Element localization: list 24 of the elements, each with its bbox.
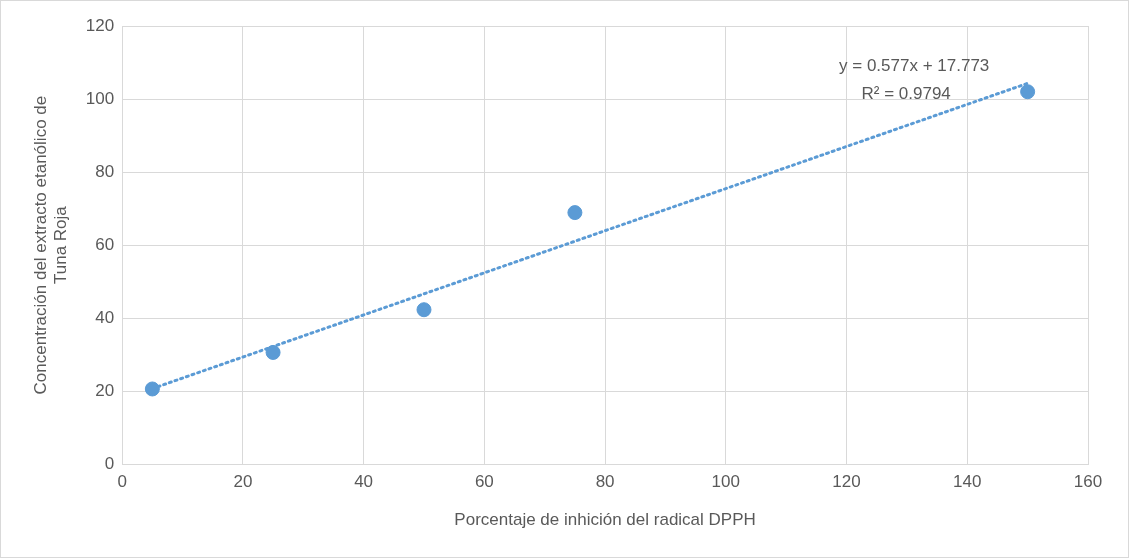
x-tick-label: 140: [953, 472, 982, 492]
x-tick-label: 100: [711, 472, 740, 492]
x-tick-label: 120: [832, 472, 861, 492]
y-tick-label: 0: [104, 453, 115, 473]
x-axis-title: Porcentaje de inhición del radical DPPH: [454, 510, 756, 530]
point: [416, 302, 432, 318]
y-tick-label: 120: [85, 15, 115, 35]
y-tick-label: 60: [95, 234, 115, 254]
y-tick-label: 100: [85, 88, 115, 108]
x-tick-label: 160: [1073, 472, 1103, 492]
x-tick-label: 80: [595, 472, 615, 492]
y-tick-label: 40: [95, 307, 115, 327]
y-axis-title: Concentración del extracto etanólico de Tuna Roja: [30, 95, 71, 395]
point: [567, 205, 583, 221]
x-tick-label: 40: [354, 472, 374, 492]
point: [144, 381, 160, 397]
y-tick-label: 20: [95, 380, 115, 400]
annotation: y = 0.577x + 17.773: [839, 55, 990, 75]
x-tick-label: 20: [233, 472, 253, 492]
point: [265, 344, 281, 360]
y-tick-label: 80: [95, 161, 115, 181]
x-tick-label: 60: [474, 472, 494, 492]
annotation: R² = 0.9794: [861, 83, 951, 103]
point: [1020, 84, 1036, 100]
